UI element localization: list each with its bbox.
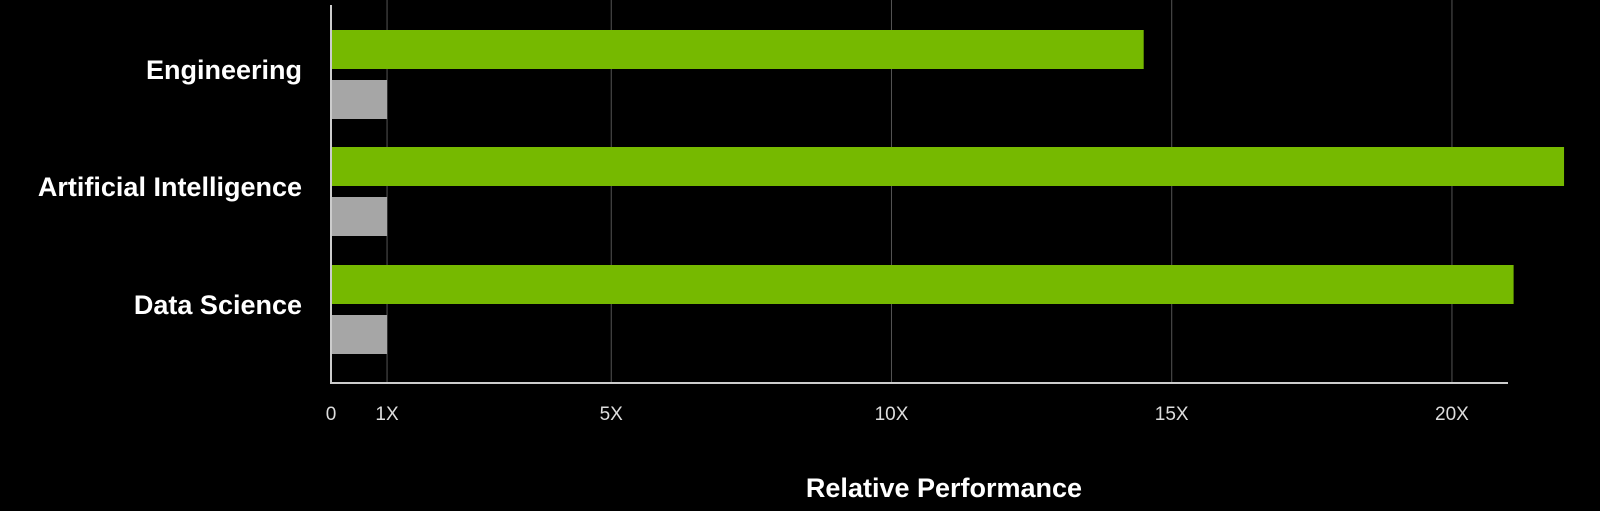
category-label: Data Science	[134, 290, 302, 320]
category-label: Engineering	[146, 55, 302, 85]
bar	[331, 315, 388, 354]
x-tick-label: 5X	[600, 404, 624, 425]
x-axis-label: Relative Performance	[806, 473, 1082, 503]
x-tick-label: 20X	[1435, 404, 1469, 425]
bar	[331, 30, 1144, 69]
x-tick-label: 0	[326, 404, 337, 425]
x-tick-label: 10X	[875, 404, 909, 425]
x-tick-label: 15X	[1155, 404, 1189, 425]
bar	[331, 265, 1514, 304]
x-tick-label: 1X	[375, 404, 399, 425]
bar	[331, 147, 1565, 186]
bar	[331, 80, 388, 119]
bar	[331, 197, 388, 236]
category-label: Artificial Intelligence	[38, 172, 302, 202]
